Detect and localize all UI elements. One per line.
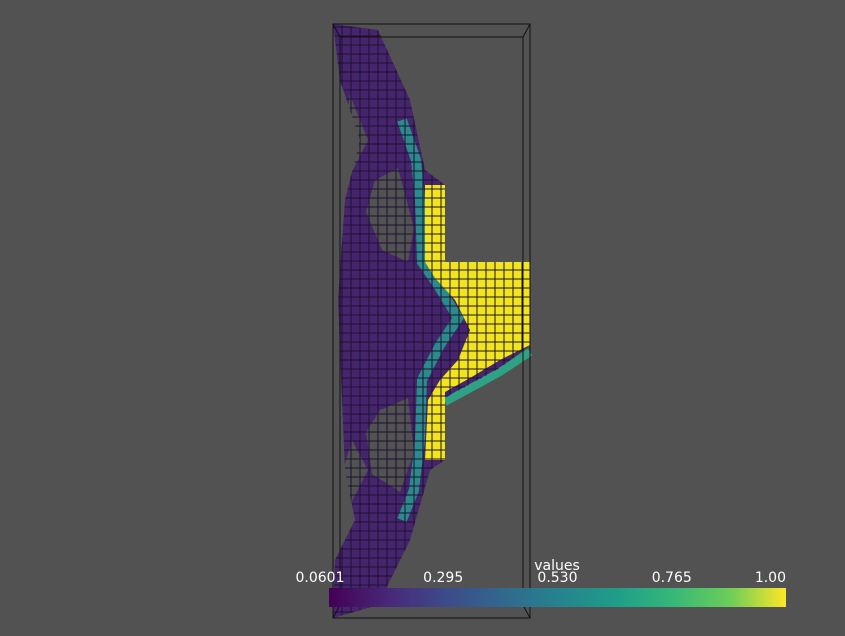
colorbar-tick-label: 0.530	[537, 570, 577, 586]
colorbar-tick-label: 0.295	[423, 570, 463, 586]
colorbar-tick-label: 0.0601	[296, 570, 345, 586]
colorbar-tick-label: 1.00	[755, 570, 786, 586]
render-view: values 0.06010.2950.5300.7651.00	[0, 0, 845, 636]
colorbar-tick-label: 0.765	[652, 570, 692, 586]
colorbar	[329, 588, 786, 607]
